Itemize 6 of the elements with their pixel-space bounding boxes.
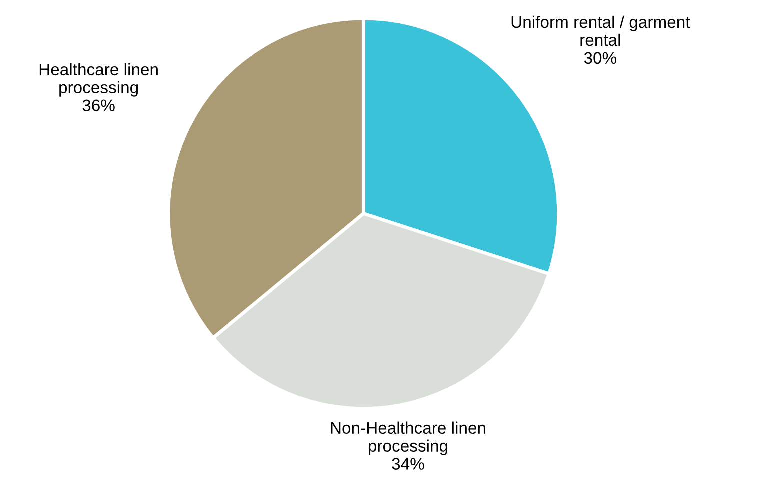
slice-label: Non-Healthcare linen processing xyxy=(331,422,486,456)
data-label: 34% xyxy=(392,458,424,470)
data-label: 36% xyxy=(82,100,115,112)
data-label: 30% xyxy=(584,52,617,64)
slice-label: Healthcare linen processing xyxy=(40,63,158,97)
slice-label: Uniform rental / garment rental xyxy=(512,16,690,46)
